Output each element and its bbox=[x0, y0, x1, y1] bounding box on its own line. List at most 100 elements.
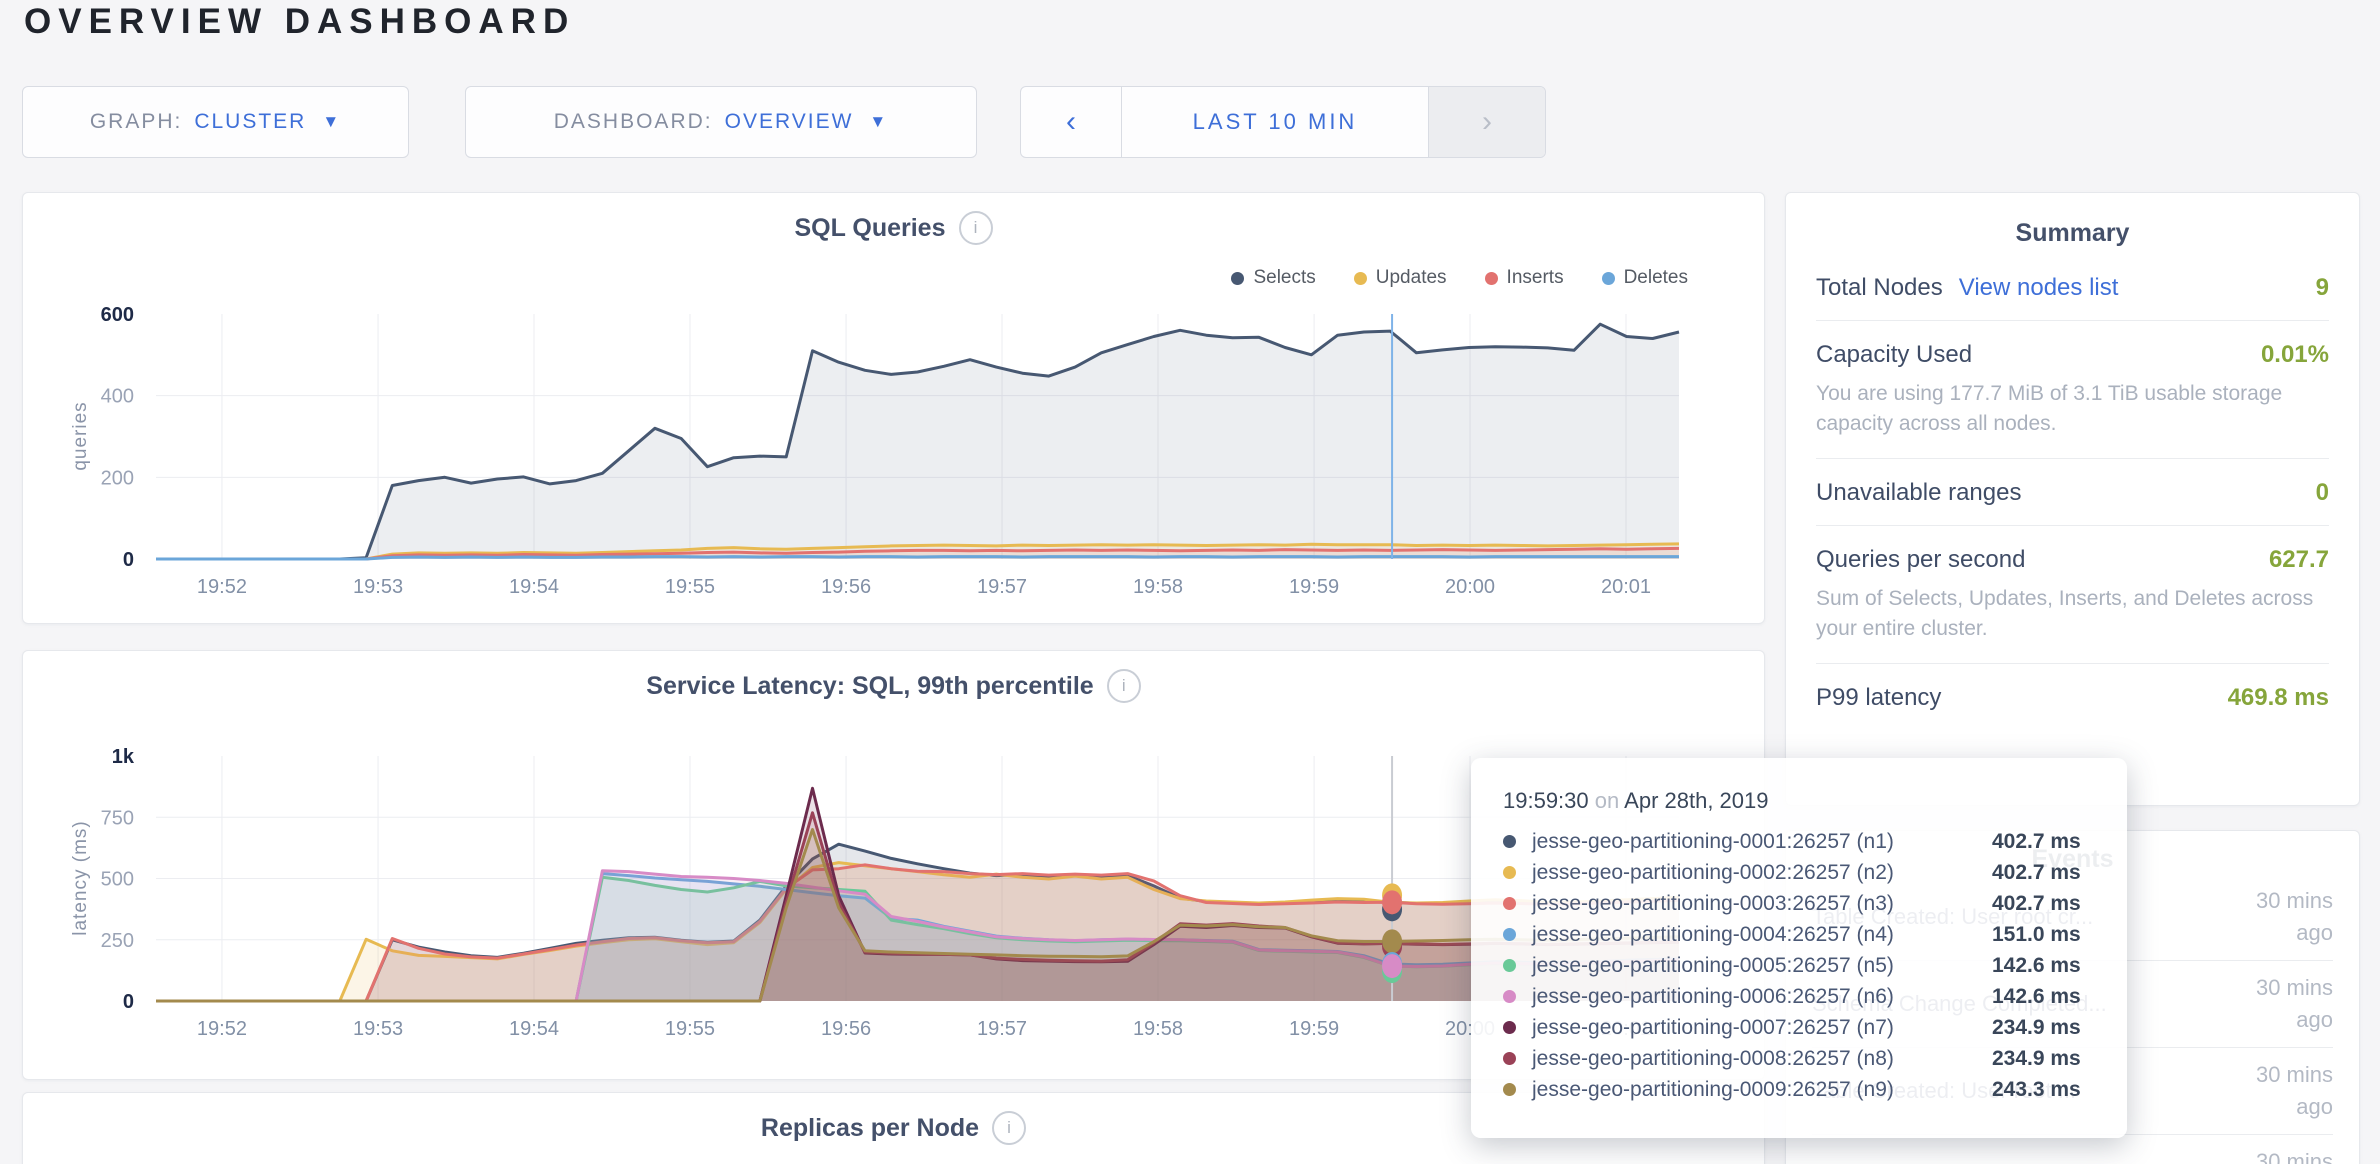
legend-item: Inserts bbox=[1484, 267, 1564, 289]
svg-text:19:52: 19:52 bbox=[197, 576, 247, 598]
capacity-description: You are using 177.7 MiB of 3.1 TiB usabl… bbox=[1816, 382, 2283, 436]
page-title: OVERVIEW DASHBOARD bbox=[24, 2, 576, 41]
replicas-per-node-title: Replicas per Node i bbox=[23, 1111, 1764, 1145]
svg-text:19:53: 19:53 bbox=[353, 576, 403, 598]
series-dot-icon bbox=[1503, 1052, 1516, 1065]
tooltip-latency-value: 234.9 ms bbox=[1992, 1046, 2081, 1070]
svg-text:0: 0 bbox=[123, 991, 134, 1013]
dashboard-dropdown[interactable]: DASHBOARD: OVERVIEW ▼ bbox=[465, 86, 977, 158]
sql-queries-legend: Selects Updates Inserts Deletes bbox=[1231, 267, 1688, 289]
p99-value: 469.8 ms bbox=[2227, 683, 2329, 711]
p99-label: P99 latency bbox=[1816, 683, 1942, 711]
summary-row-unavailable-ranges: Unavailable ranges 0 bbox=[1816, 457, 2329, 525]
tooltip-node-name: jesse-geo-partitioning-0002:26257 (n2) bbox=[1532, 860, 1894, 884]
series-dot-icon bbox=[1503, 959, 1516, 972]
time-range-selector: ‹ LAST 10 MIN › bbox=[1020, 86, 1546, 158]
legend-dot-icon bbox=[1601, 271, 1615, 285]
svg-text:750: 750 bbox=[101, 807, 134, 829]
time-range-label[interactable]: LAST 10 MIN bbox=[1121, 87, 1429, 157]
tooltip-latency-value: 243.3 ms bbox=[1992, 1077, 2081, 1101]
info-icon[interactable]: i bbox=[1106, 669, 1141, 703]
tooltip-node-name: jesse-geo-partitioning-0008:26257 (n8) bbox=[1532, 1046, 1894, 1070]
tooltip-series-row: jesse-geo-partitioning-0009:26257 (n9) 24… bbox=[1503, 1074, 2127, 1105]
unavailable-ranges-label: Unavailable ranges bbox=[1816, 478, 2022, 506]
svg-text:19:59: 19:59 bbox=[1289, 1018, 1339, 1040]
tooltip-timestamp: 19:59:30 on Apr 28th, 2019 bbox=[1503, 788, 1769, 813]
tooltip-node-name: jesse-geo-partitioning-0004:26257 (n4) bbox=[1532, 922, 1894, 946]
time-prev-button[interactable]: ‹ bbox=[1021, 87, 1121, 157]
svg-text:250: 250 bbox=[101, 930, 134, 952]
total-nodes-label: Total Nodes bbox=[1816, 274, 1943, 301]
tooltip-node-name: jesse-geo-partitioning-0001:26257 (n1) bbox=[1532, 829, 1894, 853]
tooltip-series-row: jesse-geo-partitioning-0001:26257 (n1) 40… bbox=[1503, 826, 2127, 857]
svg-text:19:55: 19:55 bbox=[665, 1018, 715, 1040]
series-dot-icon bbox=[1503, 990, 1516, 1003]
tooltip-node-name: jesse-geo-partitioning-0009:26257 (n9) bbox=[1532, 1077, 1894, 1101]
series-dot-icon bbox=[1503, 1021, 1516, 1034]
svg-text:19:59: 19:59 bbox=[1289, 576, 1339, 598]
total-nodes-value: 9 bbox=[2315, 274, 2329, 301]
graph-dropdown-label: GRAPH: bbox=[89, 110, 183, 133]
summary-title: Summary bbox=[2015, 219, 2130, 247]
info-icon[interactable]: i bbox=[992, 1111, 1027, 1145]
svg-text:200: 200 bbox=[101, 467, 134, 489]
svg-text:0: 0 bbox=[123, 549, 134, 571]
tooltip-latency-value: 402.7 ms bbox=[1992, 891, 2081, 915]
legend-dot-icon bbox=[1484, 271, 1498, 285]
sql-queries-chart[interactable]: 19:52 19:53 19:54 19:55 19:56 19:57 19:58 19:59… bbox=[23, 193, 1764, 623]
svg-text:19:56: 19:56 bbox=[821, 1018, 871, 1040]
tooltip-latency-value: 151.0 ms bbox=[1992, 922, 2081, 946]
tooltip-latency-value: 402.7 ms bbox=[1992, 829, 2081, 853]
tooltip-series-row: jesse-geo-partitioning-0005:26257 (n5) 14… bbox=[1503, 950, 2127, 981]
summary-row-qps: Queries per second 627.7 Sum of Selects,… bbox=[1816, 524, 2329, 663]
capacity-value: 0.01% bbox=[2260, 341, 2329, 368]
svg-text:19:53: 19:53 bbox=[353, 1018, 403, 1040]
view-nodes-list-link[interactable]: View nodes list bbox=[1958, 274, 2119, 301]
tooltip-series-row: jesse-geo-partitioning-0003:26257 (n3) 40… bbox=[1503, 888, 2127, 919]
summary-row-total-nodes: Total Nodes View nodes list 9 bbox=[1816, 254, 2329, 320]
svg-text:19:54: 19:54 bbox=[509, 1018, 559, 1040]
svg-text:19:55: 19:55 bbox=[665, 576, 715, 598]
dashboard-dropdown-value: OVERVIEW bbox=[724, 110, 854, 133]
summary-row-capacity: Capacity Used 0.01% You are using 177.7 … bbox=[1816, 320, 2329, 458]
sql-queries-title: SQL Queries i bbox=[23, 211, 1764, 245]
series-dot-icon bbox=[1503, 866, 1516, 879]
svg-text:19:54: 19:54 bbox=[509, 576, 559, 598]
legend-item: Updates bbox=[1353, 267, 1447, 289]
dashboard-dropdown-label: DASHBOARD: bbox=[553, 110, 713, 133]
svg-text:600: 600 bbox=[101, 304, 134, 326]
series-dot-icon bbox=[1503, 1083, 1516, 1096]
time-next-button[interactable]: › bbox=[1429, 87, 1545, 157]
legend-item: Deletes bbox=[1601, 267, 1688, 289]
tooltip-series-row: jesse-geo-partitioning-0004:26257 (n4) 15… bbox=[1503, 919, 2127, 950]
qps-value: 627.7 bbox=[2268, 545, 2329, 573]
graph-dropdown[interactable]: GRAPH: CLUSTER ▼ bbox=[22, 86, 409, 158]
capacity-label: Capacity Used bbox=[1816, 341, 1973, 368]
tooltip-latency-value: 142.6 ms bbox=[1992, 953, 2081, 977]
service-latency-title: Service Latency: SQL, 99th percentile i bbox=[23, 669, 1764, 703]
unavailable-ranges-value: 0 bbox=[2315, 478, 2329, 506]
qps-description: Sum of Selects, Updates, Inserts, and De… bbox=[1816, 586, 2314, 641]
service-latency-chart[interactable]: 19:52 19:53 19:54 19:55 19:56 19:57 19:58 19:59… bbox=[23, 651, 1764, 1079]
legend-item: Selects bbox=[1231, 267, 1316, 289]
tooltip-series-row: jesse-geo-partitioning-0002:26257 (n2) 40… bbox=[1503, 857, 2127, 888]
tooltip-latency-value: 402.7 ms bbox=[1992, 860, 2081, 884]
svg-text:19:58: 19:58 bbox=[1133, 1018, 1183, 1040]
tooltip-series-row: jesse-geo-partitioning-0006:26257 (n6) 14… bbox=[1503, 981, 2127, 1012]
summary-row-p99: P99 latency 469.8 ms bbox=[1816, 662, 2329, 730]
svg-text:400: 400 bbox=[101, 386, 134, 408]
chevron-down-icon: ▼ bbox=[869, 112, 889, 131]
chevron-down-icon: ▼ bbox=[322, 112, 342, 131]
series-dot-icon bbox=[1503, 835, 1516, 848]
tooltip-series-row: jesse-geo-partitioning-0008:26257 (n8) 23… bbox=[1503, 1043, 2127, 1074]
series-dot-icon bbox=[1503, 897, 1516, 910]
qps-label: Queries per second bbox=[1816, 545, 2026, 573]
legend-dot-icon bbox=[1353, 271, 1367, 285]
tooltip-node-name: jesse-geo-partitioning-0005:26257 (n5) bbox=[1532, 953, 1894, 977]
info-icon[interactable]: i bbox=[958, 211, 993, 245]
